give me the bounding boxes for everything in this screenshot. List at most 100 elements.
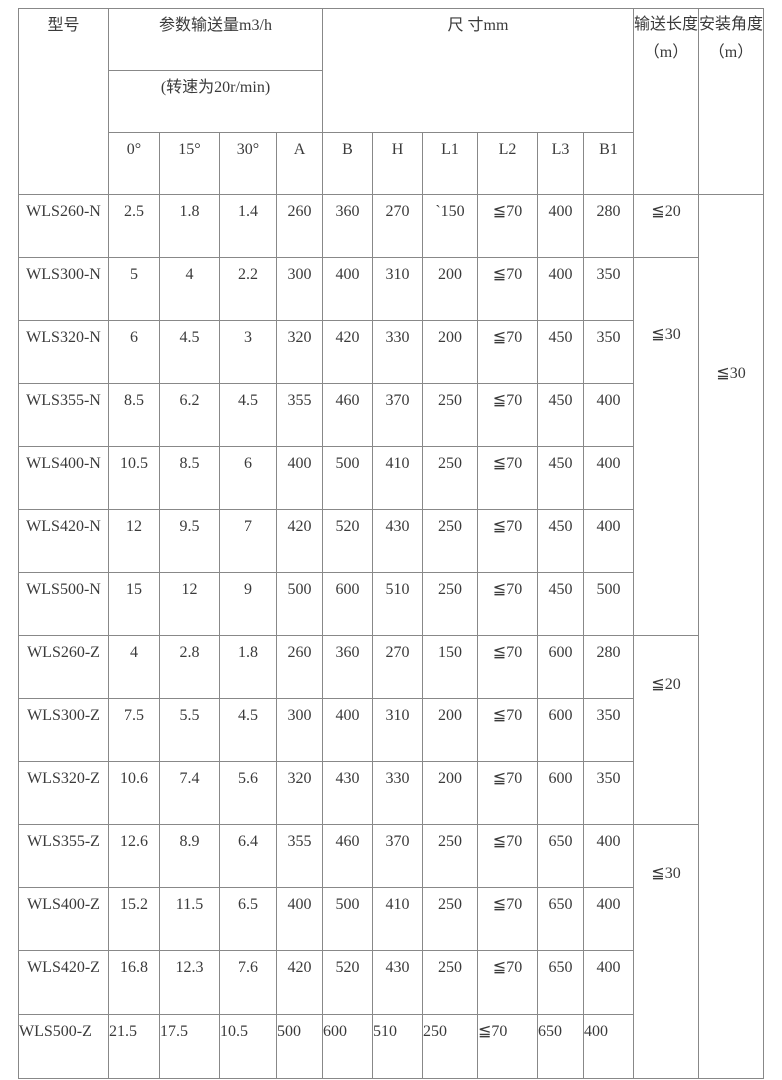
value-cell: 400 bbox=[583, 509, 634, 573]
length-cell: ≦30 bbox=[633, 824, 699, 1079]
value-cell: 600 bbox=[537, 635, 584, 699]
value-cell: 430 bbox=[372, 950, 423, 1015]
value-cell: 6.4 bbox=[219, 824, 277, 888]
table-row: WLS400-Z 15.2 11.5 6.5 400 500 410 250 ≦70 650 400 bbox=[18, 887, 764, 951]
value-cell: 250 bbox=[422, 572, 478, 636]
table-row: WLS300-N 5 4 2.2 300 400 310 200 ≦70 400 350 ≦30 bbox=[18, 257, 764, 636]
value-cell: 270 bbox=[372, 194, 423, 258]
value-cell: ≦70 bbox=[477, 824, 538, 888]
value-cell: 450 bbox=[537, 509, 584, 573]
value-cell: 650 bbox=[537, 824, 584, 888]
value-cell: 2.5 bbox=[108, 194, 160, 258]
value-cell: 6 bbox=[108, 320, 160, 384]
header-speed: (转速为20r/min) bbox=[108, 70, 323, 133]
value-cell: 300 bbox=[276, 257, 323, 321]
column-header: H bbox=[372, 132, 423, 195]
value-cell: 650 bbox=[537, 887, 584, 951]
header-flow: 参数输送量m3/h bbox=[108, 8, 323, 71]
value-cell: 360 bbox=[322, 635, 373, 699]
value-cell: 2.2 bbox=[219, 257, 277, 321]
value-cell: 6 bbox=[219, 446, 277, 510]
model-cell: WLS260-Z bbox=[18, 635, 109, 699]
value-cell: 4.5 bbox=[219, 698, 277, 762]
value-cell: 450 bbox=[537, 383, 584, 447]
column-header: 30° bbox=[219, 132, 277, 195]
table-row: WLS420-N 12 9.5 7 420 520 430 250 ≦70 450 400 bbox=[18, 509, 764, 573]
value-cell: 8.5 bbox=[159, 446, 220, 510]
model-cell: WLS300-Z bbox=[18, 698, 109, 762]
table-row: WLS260-Z 4 2.8 1.8 260 360 270 150 ≦70 600 280 ≦20 bbox=[18, 635, 764, 825]
value-cell: ≦70 bbox=[477, 887, 538, 951]
value-cell: ≦70 bbox=[477, 383, 538, 447]
value-cell: ≦70 bbox=[477, 320, 538, 384]
value-cell: 420 bbox=[276, 950, 323, 1015]
value-cell: 7.4 bbox=[159, 761, 220, 825]
value-cell: 650 bbox=[537, 950, 584, 1015]
value-cell: 8.5 bbox=[108, 383, 160, 447]
value-cell: 350 bbox=[583, 698, 634, 762]
table-row: WLS400-N 10.5 8.5 6 400 500 410 250 ≦70 450 400 bbox=[18, 446, 764, 510]
value-cell: 260 bbox=[276, 635, 323, 699]
value-cell: 510 bbox=[372, 572, 423, 636]
value-cell: 350 bbox=[583, 761, 634, 825]
value-cell: 7.6 bbox=[219, 950, 277, 1015]
column-header: 15° bbox=[159, 132, 220, 195]
header-model: 型号 bbox=[18, 8, 109, 195]
model-cell: WLS260-N bbox=[18, 194, 109, 258]
value-cell: 310 bbox=[372, 698, 423, 762]
value-cell: 520 bbox=[322, 950, 373, 1015]
value-cell: 15.2 bbox=[108, 887, 160, 951]
value-cell: 5.5 bbox=[159, 698, 220, 762]
value-cell: 600 bbox=[322, 1014, 373, 1079]
column-header: A bbox=[276, 132, 323, 195]
value-cell: 500 bbox=[583, 572, 634, 636]
value-cell: 400 bbox=[583, 824, 634, 888]
value-cell: ≦70 bbox=[477, 698, 538, 762]
value-cell: 250 bbox=[422, 383, 478, 447]
value-cell: 9 bbox=[219, 572, 277, 636]
value-cell: 500 bbox=[322, 887, 373, 951]
value-cell: 400 bbox=[583, 887, 634, 951]
value-cell: 6.5 bbox=[219, 887, 277, 951]
value-cell: 330 bbox=[372, 320, 423, 384]
value-cell: 450 bbox=[537, 446, 584, 510]
value-cell: 5 bbox=[108, 257, 160, 321]
table-row: WLS355-N 8.5 6.2 4.5 355 460 370 250 ≦70 450 400 bbox=[18, 383, 764, 447]
length-cell: ≦20 bbox=[633, 194, 699, 258]
value-cell: 450 bbox=[537, 572, 584, 636]
value-cell: 500 bbox=[276, 572, 323, 636]
value-cell: 250 bbox=[422, 950, 478, 1015]
column-header: L2 bbox=[477, 132, 538, 195]
value-cell: ≦70 bbox=[477, 950, 538, 1015]
value-cell: 1.4 bbox=[219, 194, 277, 258]
value-cell: 500 bbox=[276, 1014, 323, 1079]
value-cell: 6.2 bbox=[159, 383, 220, 447]
value-cell: 280 bbox=[583, 635, 634, 699]
value-cell: 320 bbox=[276, 761, 323, 825]
value-cell: 500 bbox=[322, 446, 373, 510]
value-cell: 4.5 bbox=[159, 320, 220, 384]
value-cell: 10.5 bbox=[219, 1014, 277, 1079]
model-cell: WLS400-N bbox=[18, 446, 109, 510]
value-cell: ≦70 bbox=[477, 194, 538, 258]
value-cell: 280 bbox=[583, 194, 634, 258]
value-cell: 15 bbox=[108, 572, 160, 636]
value-cell: 2.8 bbox=[159, 635, 220, 699]
value-cell: 430 bbox=[372, 509, 423, 573]
model-cell: WLS320-Z bbox=[18, 761, 109, 825]
header-size: 尺 寸mm bbox=[322, 8, 634, 133]
value-cell: 360 bbox=[322, 194, 373, 258]
value-cell: 200 bbox=[422, 257, 478, 321]
value-cell: 12.6 bbox=[108, 824, 160, 888]
table-row: WLS300-Z 7.5 5.5 4.5 300 400 310 200 ≦70 600 350 bbox=[18, 698, 764, 762]
value-cell: 460 bbox=[322, 824, 373, 888]
value-cell: 11.5 bbox=[159, 887, 220, 951]
value-cell: 420 bbox=[276, 509, 323, 573]
value-cell: 320 bbox=[276, 320, 323, 384]
value-cell: 200 bbox=[422, 761, 478, 825]
value-cell: ≦70 bbox=[477, 635, 538, 699]
table-row: WLS355-Z 12.6 8.9 6.4 355 460 370 250 ≦70 650 400 ≦… bbox=[18, 824, 764, 1079]
value-cell: ≦70 bbox=[477, 257, 538, 321]
column-header: B1 bbox=[583, 132, 634, 195]
model-cell: WLS420-N bbox=[18, 509, 109, 573]
